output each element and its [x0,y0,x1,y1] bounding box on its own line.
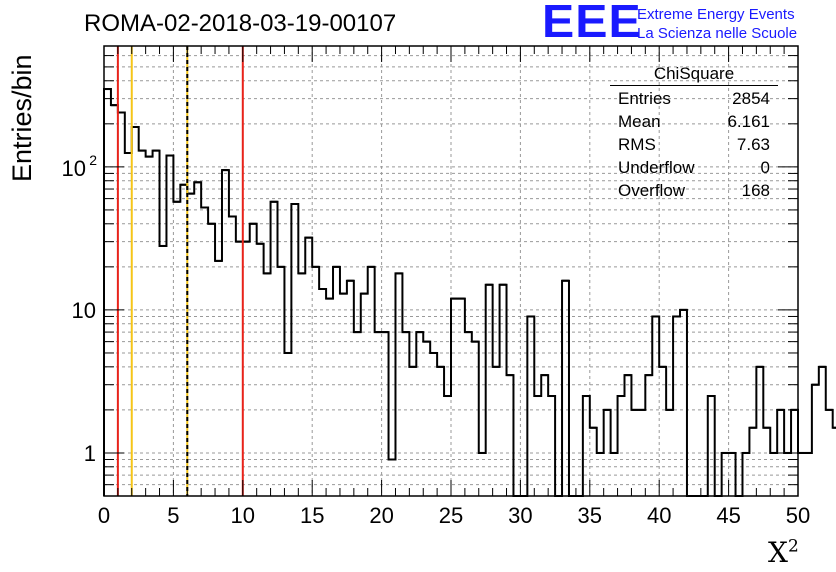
stats-row-mean: Mean 6.161 [610,109,778,132]
x-tick-label: 45 [716,503,740,528]
x-tick-label: 25 [439,503,463,528]
stats-label: Underflow [618,158,695,177]
y-tick-label: 10 [62,156,86,181]
x-tick-label: 5 [167,503,179,528]
stats-value: 0 [760,158,770,177]
x-axis-label: X2 [768,536,799,569]
y-tick-label: 1 [84,441,96,466]
x-tick-label: 20 [369,503,393,528]
logo-tagline-2: La Scienza nelle Scuole [637,25,798,42]
x-axis-label-exponent: 2 [787,536,799,557]
eee-logo-mark: EEE [542,0,642,47]
stats-value: 6.161 [727,112,770,131]
stats-value: 2854 [732,89,770,108]
x-tick-label: 30 [508,503,532,528]
stats-row-overflow: Overflow 168 [610,178,778,201]
cut-lines [116,46,244,496]
y-tick-label: 10 [72,298,96,323]
stats-row-rms: RMS 7.63 [610,132,778,155]
x-tick-label: 50 [786,503,810,528]
stats-row-entries: Entries 2854 [610,86,778,109]
stats-label: RMS [618,135,656,154]
x-tick-label: 40 [647,503,671,528]
histogram-outline [103,88,836,497]
stats-label: Mean [618,112,661,131]
stats-label: Entries [618,89,671,108]
grid-lines [104,46,798,496]
stats-value: 168 [741,181,770,200]
logo-tagline-1: Extreme Energy Events [637,6,795,23]
x-tick-label: 15 [300,503,324,528]
y-tick-label-exponent: 2 [89,152,97,168]
x-tick-label: 10 [231,503,255,528]
run-title: ROMA-02-2018-03-19-00107 [84,10,397,37]
x-tick-label: 0 [98,503,110,528]
stats-label: Overflow [618,181,686,200]
y-axis-label: Entries/bin [7,54,37,182]
stats-row-underflow: Underflow 0 [610,155,778,178]
x-axis-label-base: X [768,536,788,569]
stats-value: 7.63 [736,135,770,154]
stats-title: ChiSquare [610,64,778,86]
stats-box: ChiSquare Entries 2854 Mean 6.161 RMS 7.… [610,64,778,201]
x-tick-label: 35 [578,503,602,528]
